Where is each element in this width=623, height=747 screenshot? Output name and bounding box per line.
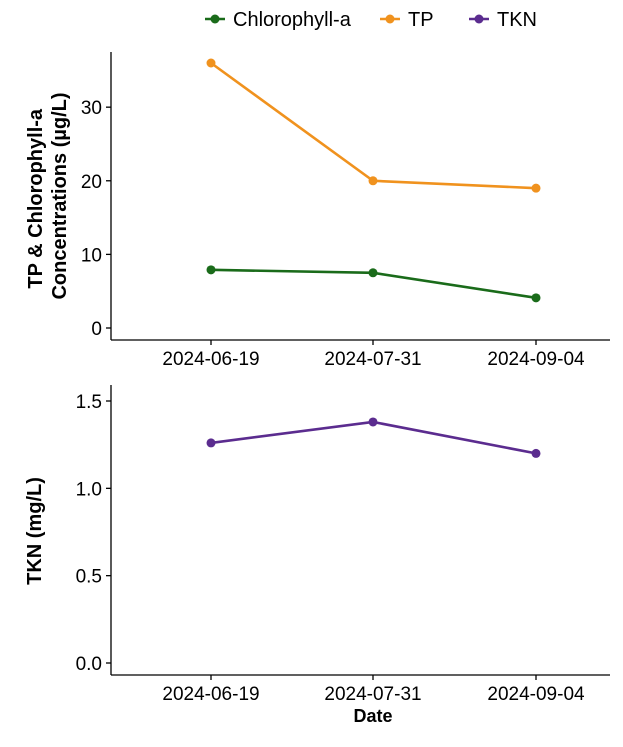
- legend-tp-marker: [385, 14, 395, 24]
- data-point-tkn: [531, 448, 541, 458]
- data-point-tkn: [206, 438, 216, 448]
- top-y-tick-label: 30: [81, 98, 102, 119]
- legend-tkn-marker: [474, 14, 484, 24]
- series-line-tkn: [210, 420, 537, 455]
- bottom-x-tick-label: 2024-07-31: [324, 684, 421, 705]
- legend-item-tkn: TKN: [469, 9, 537, 31]
- data-point-tkn: [368, 417, 378, 427]
- data-point-tp: [531, 183, 541, 193]
- bottom-y-tick-label: 1.5: [76, 392, 102, 413]
- bottom-y-tick-label: 0.5: [76, 567, 102, 588]
- legend-tkn-label: TKN: [497, 9, 537, 31]
- bottom-y-tick-label: 1.0: [76, 479, 102, 500]
- legend-item-chlorophyll: Chlorophyll-a: [205, 9, 352, 31]
- legend-chlorophyll-label: Chlorophyll-a: [233, 9, 352, 31]
- legend-item-tp: TP: [380, 9, 434, 31]
- top-panel: TP & Chlorophyll-a Concentrations (µg/L)…: [25, 52, 610, 370]
- bottom-x-tick-label: 2024-09-04: [487, 684, 585, 705]
- bottom-ylabel: TKN (mg/L): [24, 477, 46, 585]
- top-ylabel-line-1: TP & Chlorophyll-a: [25, 108, 47, 289]
- bottom-y-tick-label: 0.0: [76, 654, 102, 675]
- top-ylabel: TP & Chlorophyll-a Concentrations (µg/L): [25, 92, 71, 299]
- series-line-tp: [210, 61, 537, 190]
- x-axis-title: Date: [353, 706, 392, 726]
- top-x-tick-label: 2024-06-19: [162, 349, 259, 370]
- legend: Chlorophyll-a TP TKN: [205, 9, 537, 31]
- top-y-tick-label: 0: [91, 319, 102, 340]
- top-ylabel-line-2: Concentrations (µg/L): [49, 92, 71, 299]
- bottom-x-tick-label: 2024-06-19: [162, 684, 259, 705]
- legend-tp-label: TP: [408, 9, 434, 31]
- data-point-chlorophyll-a: [368, 268, 378, 278]
- top-y-tick-label: 10: [81, 245, 102, 266]
- top-x-tick-label: 2024-09-04: [487, 349, 585, 370]
- bottom-panel: TKN (mg/L) 0.0 0.5 1.0 1.5 2024-06-19 2024-07…: [24, 385, 610, 705]
- top-y-tick-label: 20: [81, 172, 102, 193]
- top-x-tick-label: 2024-07-31: [324, 349, 421, 370]
- data-point-tp: [206, 58, 216, 68]
- data-point-tp: [368, 176, 378, 186]
- data-point-chlorophyll-a: [531, 293, 541, 303]
- legend-chlorophyll-marker: [210, 14, 220, 24]
- data-point-chlorophyll-a: [206, 265, 216, 275]
